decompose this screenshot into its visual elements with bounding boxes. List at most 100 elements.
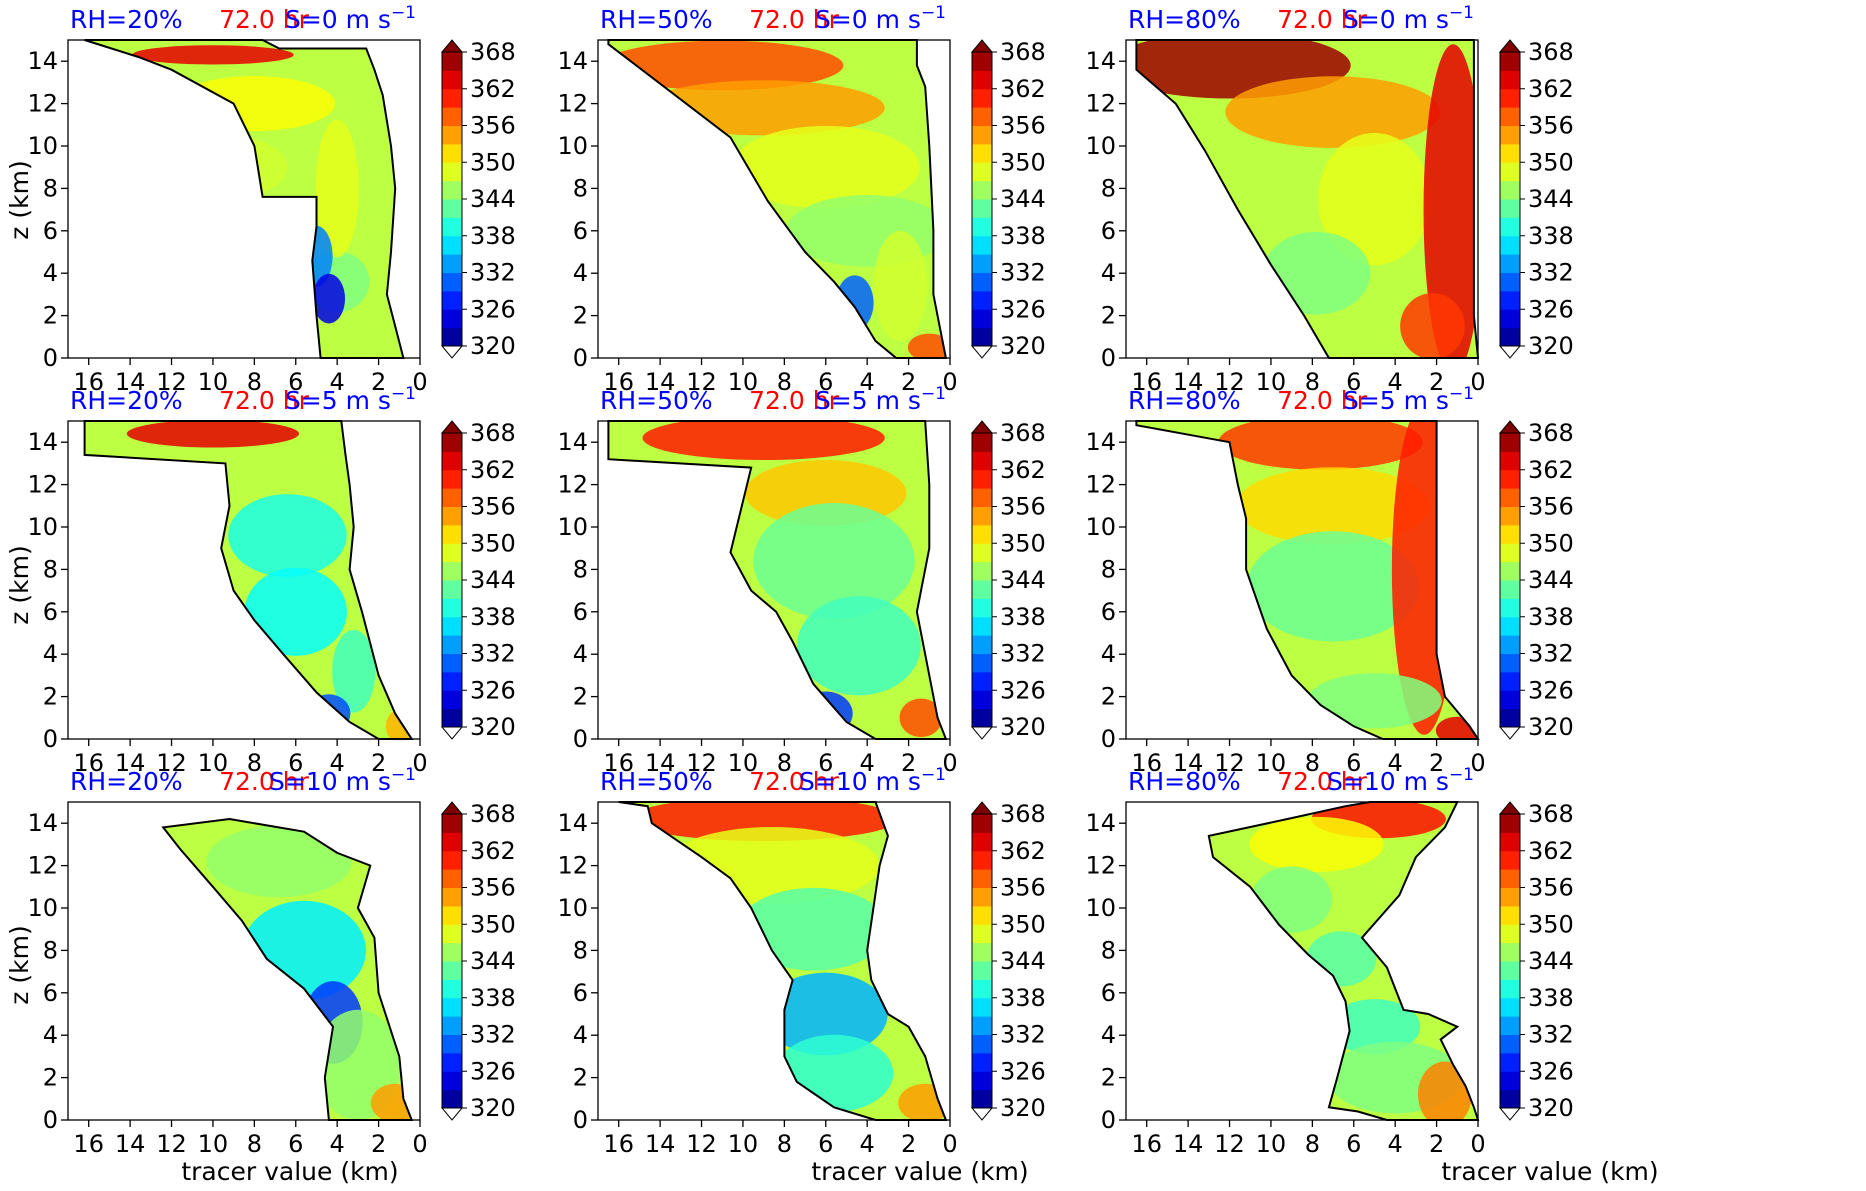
colorbar-band bbox=[972, 905, 992, 925]
colorbar-band bbox=[1500, 309, 1520, 329]
colorbar-band bbox=[972, 690, 992, 710]
x-tick-label: 10 bbox=[1256, 368, 1287, 396]
field-cell-1 bbox=[228, 494, 347, 577]
y-tick-label: 4 bbox=[43, 640, 58, 668]
y-tick-label: 6 bbox=[43, 979, 58, 1007]
colorbar-tick-label: 338 bbox=[470, 603, 516, 631]
field-cell-1 bbox=[1236, 467, 1430, 545]
shear-text: S=0 m s bbox=[285, 5, 391, 34]
colorbar-band bbox=[442, 524, 462, 544]
x-tick-label: 16 bbox=[603, 749, 634, 777]
colorbar-extend-min bbox=[970, 1107, 994, 1121]
colorbar-band bbox=[1500, 869, 1520, 888]
colorbar-tick-label: 320 bbox=[1528, 1094, 1574, 1122]
plot-frame-r0c1 bbox=[597, 39, 951, 359]
x-tick-label: 2 bbox=[1429, 749, 1444, 777]
colorbar-tick-label: 326 bbox=[1000, 295, 1046, 323]
colorbar-tick-label: 338 bbox=[470, 222, 516, 250]
colorbar-band bbox=[442, 814, 462, 833]
colorbar-extend-min bbox=[1498, 1107, 1522, 1121]
colorbar-tick-label: 350 bbox=[1000, 910, 1046, 938]
colorbar-tick-label: 362 bbox=[1000, 456, 1046, 484]
x-tick-label: 14 bbox=[1173, 1130, 1204, 1158]
field-cell-0 bbox=[1218, 421, 1423, 470]
colorbar-tick-label: 344 bbox=[1000, 185, 1046, 213]
colorbar-band bbox=[442, 70, 462, 90]
colorbar-tick-label: 362 bbox=[1528, 75, 1574, 103]
filled-field-r0c0 bbox=[84, 40, 404, 358]
colorbar-tick-label: 344 bbox=[1000, 566, 1046, 594]
colorbar-band bbox=[442, 708, 462, 728]
colorbar-r0c2: 368 362 356 350 344 338 332 326 320 bbox=[1498, 38, 1574, 360]
colorbar-band bbox=[442, 580, 462, 599]
colorbar-tick-label: 332 bbox=[470, 259, 516, 287]
shear-text: S=0 m s bbox=[1343, 5, 1449, 34]
colorbar-tick-label: 368 bbox=[470, 800, 516, 828]
colorbar-tick-label: 362 bbox=[1000, 837, 1046, 865]
y-tick-label: 0 bbox=[1101, 725, 1116, 753]
y-tick-label: 8 bbox=[1101, 174, 1116, 202]
panel-title-rh: RH=20% bbox=[70, 767, 183, 796]
x-tick-label: 14 bbox=[645, 749, 676, 777]
y-tick-label: 4 bbox=[1101, 1021, 1116, 1049]
colorbar-band bbox=[972, 561, 992, 581]
colorbar-tick-label: 362 bbox=[1000, 75, 1046, 103]
y-tick-label: 12 bbox=[1085, 852, 1116, 880]
colorbar-extend-max bbox=[440, 420, 464, 434]
colorbar-band bbox=[442, 506, 462, 526]
colorbar-band bbox=[1500, 616, 1520, 636]
y-tick-label: 0 bbox=[1101, 344, 1116, 372]
plot-frame-r0c0 bbox=[67, 39, 421, 359]
filled-field-r0c1 bbox=[608, 40, 946, 358]
colorbar-band bbox=[972, 543, 992, 563]
colorbar-band bbox=[1500, 199, 1520, 218]
colorbar-tick-label: 350 bbox=[1528, 148, 1574, 176]
y-tick-label: 0 bbox=[573, 344, 588, 372]
colorbar-band bbox=[442, 690, 462, 710]
colorbar-band bbox=[972, 162, 992, 182]
x-tick-label: 12 bbox=[1214, 1130, 1245, 1158]
colorbar-band bbox=[972, 125, 992, 145]
colorbar-band bbox=[972, 488, 992, 507]
x-tick-label: 4 bbox=[860, 1130, 875, 1158]
colorbar-band bbox=[1500, 924, 1520, 944]
colorbar-band bbox=[1500, 433, 1520, 452]
colorbar-band bbox=[1500, 832, 1520, 852]
field-cell-0 bbox=[208, 294, 301, 337]
shear-text: S=5 m s bbox=[285, 386, 391, 415]
colorbar-tick-label: 362 bbox=[470, 837, 516, 865]
x-tick-label: 12 bbox=[686, 749, 717, 777]
y-tick-label: 10 bbox=[1085, 132, 1116, 160]
colorbar-band bbox=[1500, 850, 1520, 870]
x-tick-label: 8 bbox=[1305, 749, 1320, 777]
field-cell-0 bbox=[642, 421, 885, 461]
colorbar-band bbox=[972, 832, 992, 852]
colorbar-band bbox=[1500, 52, 1520, 71]
y-tick-label: 0 bbox=[1101, 1106, 1116, 1134]
panel-title-rh: RH=50% bbox=[600, 767, 713, 796]
x-axis-label-col-2: tracer value (km) bbox=[1441, 1157, 1658, 1186]
x-tick-label: 12 bbox=[156, 1130, 187, 1158]
colorbar-band bbox=[972, 254, 992, 273]
y-axis-label-row-1: z (km) bbox=[5, 545, 34, 624]
colorbar-band bbox=[442, 88, 462, 108]
y-axis-label-row-0: z (km) bbox=[5, 160, 34, 239]
y-tick-label: 2 bbox=[43, 302, 58, 330]
x-tick-label: 0 bbox=[412, 749, 427, 777]
x-tick-label: 2 bbox=[1429, 368, 1444, 396]
colorbar-r2c0: 368 362 356 350 344 338 332 326 320 bbox=[440, 800, 516, 1122]
colorbar-tick-label: 368 bbox=[1000, 800, 1046, 828]
x-tick-label: 16 bbox=[73, 1130, 104, 1158]
panel-title-time: 72.0 hr bbox=[1277, 5, 1367, 34]
colorbar-tick-label: 344 bbox=[470, 185, 516, 213]
colorbar-band bbox=[972, 1052, 992, 1072]
x-tick-label: 14 bbox=[115, 368, 146, 396]
colorbar-tick-label: 326 bbox=[470, 676, 516, 704]
x-tick-label: 4 bbox=[330, 368, 345, 396]
colorbar-band bbox=[1500, 1052, 1520, 1072]
colorbar-band bbox=[442, 107, 462, 126]
colorbar-band bbox=[442, 290, 462, 310]
y-tick-label: 4 bbox=[573, 1021, 588, 1049]
x-tick-label: 10 bbox=[728, 749, 759, 777]
y-tick-label: 6 bbox=[43, 598, 58, 626]
